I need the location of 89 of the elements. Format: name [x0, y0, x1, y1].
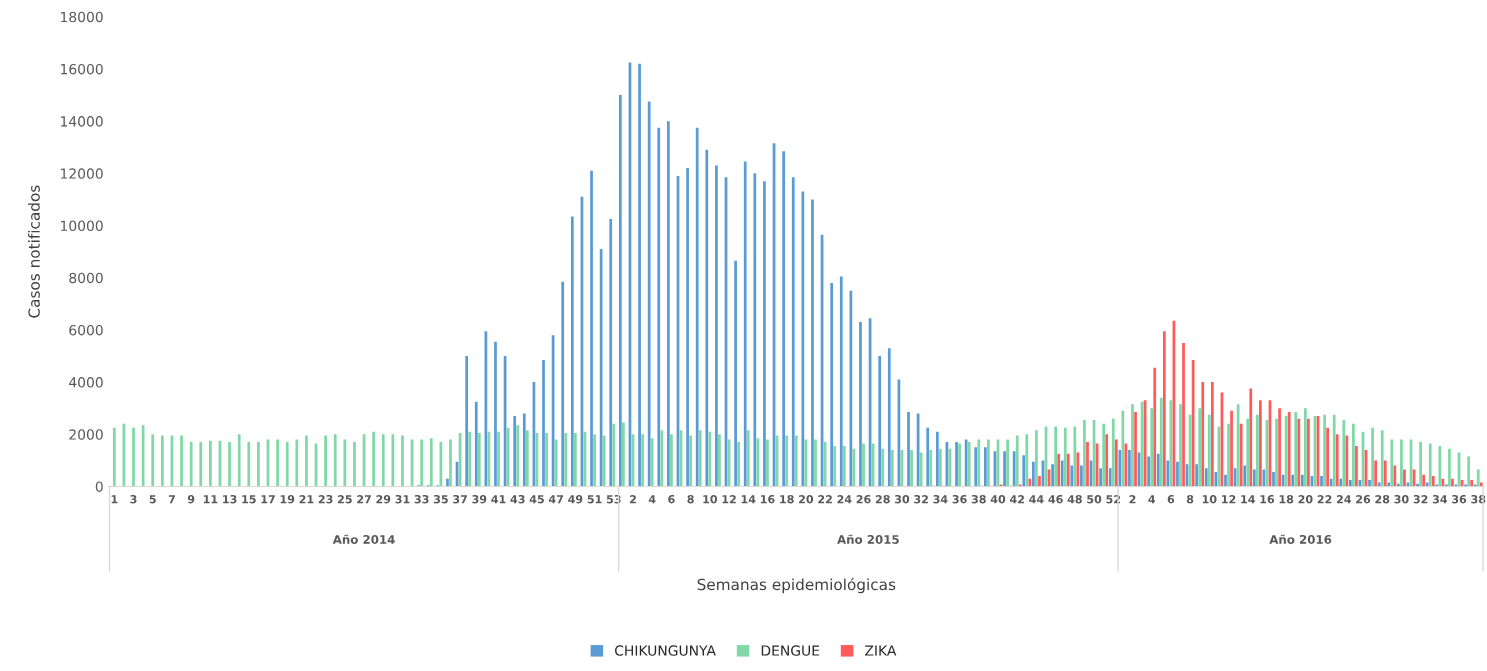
y-tick-label: 4000 [69, 377, 103, 388]
x-tick-label: 27 [357, 495, 371, 504]
x-tick-label: 43 [510, 495, 525, 504]
x-tick-label: 2 [630, 495, 636, 504]
x-tick-label: 12 [1222, 495, 1236, 504]
x-tick-label: 41 [491, 495, 506, 504]
x-tick-label: 18 [780, 495, 794, 504]
x-tick-label: 32 [914, 495, 928, 504]
x-tick-label: 14 [741, 495, 756, 504]
y-tick-label: 0 [95, 481, 103, 492]
x-tick-label: 6 [668, 495, 675, 504]
x-tick-label: 37 [453, 495, 467, 504]
x-tick-label: 38 [971, 495, 986, 504]
x-tick-label: 36 [1452, 495, 1467, 504]
x-tick-label: 9 [187, 495, 195, 504]
x-tick-label: 51 [587, 495, 602, 504]
x-tick-label: 28 [1375, 495, 1390, 504]
x-tick-label: 47 [548, 495, 563, 504]
x-tick-label: 2 [1129, 495, 1136, 504]
x-tick-label: 6 [1167, 495, 1175, 504]
x-tick-label: 28 [875, 495, 890, 504]
x-tick-label: 25 [337, 495, 352, 504]
x-tick-label: 11 [203, 495, 218, 504]
text: Año 2014 [332, 534, 395, 544]
x-tick-label: 36 [952, 495, 967, 504]
legend-label: CHIKUNGUNYA [614, 645, 716, 656]
x-tick-label: 40 [990, 495, 1006, 504]
x-tick-label: 4 [1148, 495, 1156, 504]
x-tick-label: 35 [433, 495, 448, 504]
y-tick-label: 2000 [69, 429, 103, 440]
x-tick-label: 14 [1241, 495, 1255, 504]
x-tick-label: 52 [1106, 495, 1121, 504]
x-tick-label: 42 [1009, 495, 1024, 504]
x-tick-label: 31 [395, 495, 410, 504]
y-tick-label: 14000 [61, 116, 103, 127]
x-tick-label: 20 [799, 495, 814, 504]
x-tick-label: 20 [1298, 495, 1313, 504]
x-axis-title: Semanas epidemiológicas [697, 577, 896, 594]
x-tick-label: 4 [648, 495, 656, 504]
x-tick-label: 26 [1356, 495, 1371, 504]
x-tick-label: 8 [687, 495, 694, 504]
x-tick-label: 44 [1029, 495, 1044, 504]
legend-label: DENGUE [761, 645, 820, 656]
x-tick-label: 46 [1048, 495, 1063, 504]
x-tick-label: 32 [1413, 495, 1428, 504]
x-tick-label: 48 [1067, 495, 1082, 504]
x-tick-label: 3 [130, 495, 137, 504]
x-tick-label: 10 [703, 495, 718, 504]
x-tick-label: 22 [1317, 495, 1332, 504]
x-tick-label: 13 [223, 495, 237, 504]
x-tick-label: 16 [761, 495, 775, 504]
legend-label: ZIKA [865, 645, 897, 656]
x-tick-label: 50 [1087, 495, 1102, 504]
y-tick-label: 8000 [69, 272, 103, 284]
text: Año 2016 [1269, 534, 1332, 544]
x-tick-label: 18 [1279, 495, 1294, 504]
x-tick-label: 17 [261, 495, 275, 504]
x-tick-label: 45 [529, 495, 544, 504]
y-tick-label: 12000 [61, 168, 103, 179]
x-tick-label: 16 [1260, 495, 1275, 504]
text: Año 2015 [837, 534, 899, 544]
y-tick-label: 16000 [61, 63, 103, 75]
x-tick-label: 38 [1471, 495, 1486, 504]
x-tick-label: 23 [318, 495, 333, 504]
x-tick-label: 15 [242, 495, 256, 504]
y-tick-label: 6000 [69, 324, 103, 336]
x-tick-label: 34 [1432, 495, 1448, 504]
x-tick-label: 30 [894, 495, 910, 504]
x-tick-label: 1 [111, 495, 118, 504]
x-tick-label: 29 [376, 495, 391, 504]
y-tick-label: 10000 [61, 220, 103, 231]
x-tick-label: 24 [837, 495, 852, 504]
x-tick-label: 39 [472, 495, 487, 504]
x-tick-label: 26 [856, 495, 871, 504]
x-tick-label: 24 [1336, 495, 1352, 504]
x-tick-label: 49 [568, 495, 583, 504]
x-tick-label: 19 [280, 495, 295, 504]
x-tick-label: 12 [722, 495, 736, 504]
x-tick-label: 33 [414, 495, 429, 504]
y-axis-title: Casos notificados [28, 185, 40, 318]
x-tick-label: 22 [818, 495, 832, 504]
x-tick-label: 30 [1394, 495, 1409, 504]
x-tick-label: 8 [1186, 495, 1194, 504]
x-tick-label: 21 [299, 495, 314, 504]
x-tick-label: 5 [149, 495, 156, 504]
x-tick-label: 10 [1202, 495, 1217, 504]
x-tick-label: 7 [168, 495, 175, 504]
x-tick-label: 34 [933, 495, 948, 504]
y-tick-label: 18000 [61, 11, 103, 23]
